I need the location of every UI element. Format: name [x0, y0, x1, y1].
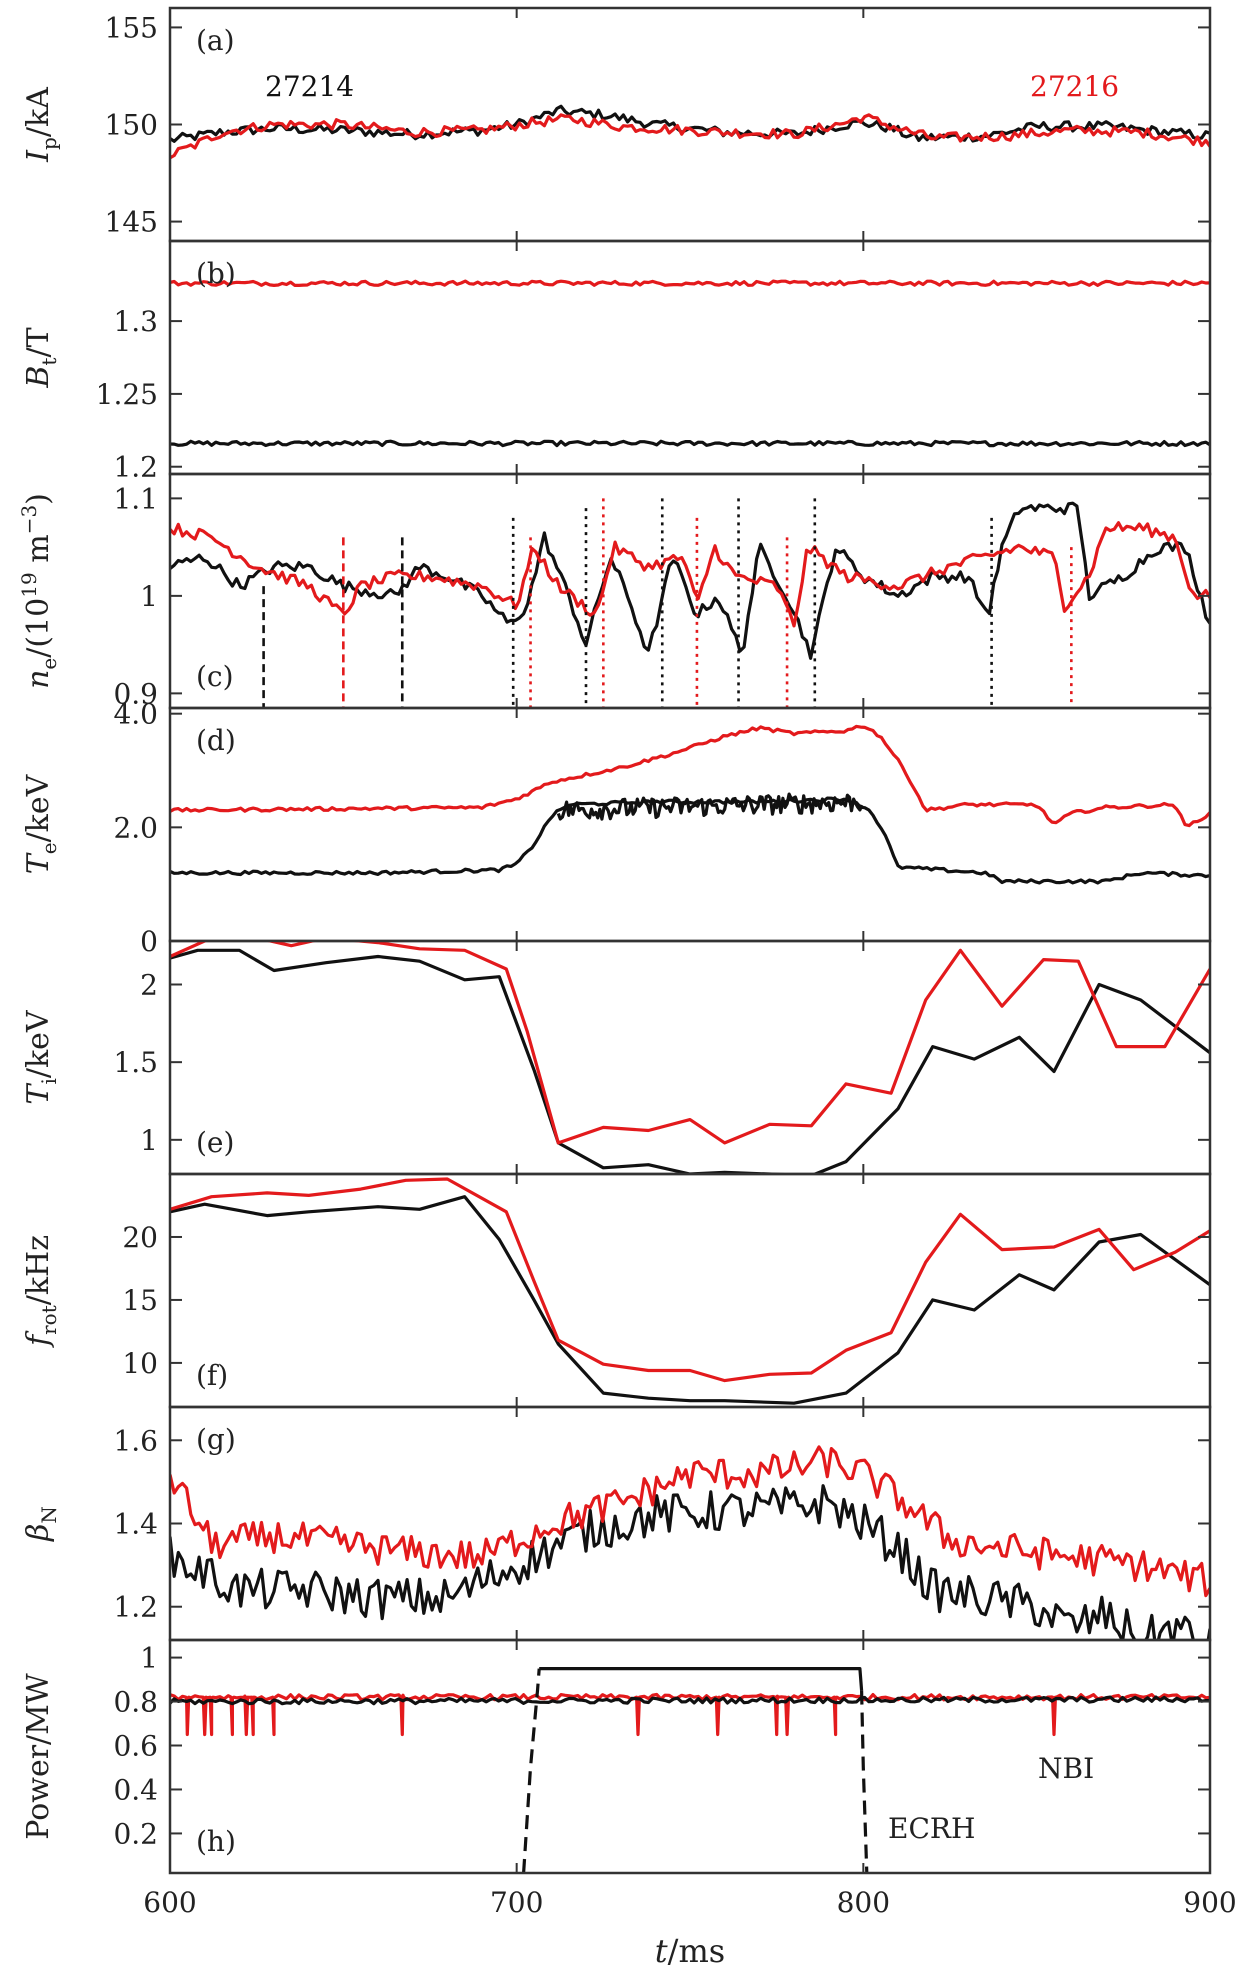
panel-tag-d: (d)	[196, 724, 236, 757]
ylabel-h: Power/MW	[21, 1673, 56, 1840]
series-d-red-2	[170, 724, 1210, 828]
ytick-label: 1	[140, 1124, 158, 1157]
label-ecrh: ECRH	[888, 1812, 975, 1845]
panel-tag-b: (b)	[196, 257, 236, 290]
series-h-black-1	[170, 1695, 1210, 1706]
series-d-black-0	[170, 796, 1210, 885]
series-b-red-1	[170, 279, 1210, 287]
xtick-label: 900	[1183, 1886, 1236, 1919]
label-nbi: NBI	[1038, 1752, 1094, 1785]
series-e-red-1	[170, 941, 1210, 1145]
ytick-label: 145	[105, 206, 158, 239]
ytick-label: 1.2	[113, 451, 158, 484]
panel-frame	[168, 939, 1212, 1176]
series-h-black-3	[539, 1667, 864, 1691]
ytick-label: 1.4	[113, 1508, 158, 1541]
ytick-label: 0.4	[113, 1773, 158, 1806]
ytick-label: 0.9	[113, 677, 158, 710]
panel-frame	[168, 1405, 1212, 1642]
ytick-label: 0	[140, 925, 158, 958]
panel-frame	[168, 706, 1212, 943]
series-h-black-4	[860, 1690, 869, 1873]
ytick-label: 15	[122, 1284, 158, 1317]
panel-g: 1.2 1.4 1.6 (g) βN	[21, 1405, 1212, 1642]
xlabel: t/ms	[655, 1932, 725, 1970]
series-c-red-1	[170, 521, 1210, 628]
panel-frame	[168, 239, 1212, 476]
series-g-black-0	[170, 1484, 1210, 1640]
panel-tag-h: (h)	[196, 1825, 236, 1858]
panel-e: 1 1.5 2 (e) Ti/keV	[21, 939, 1212, 1176]
series-g-red-1	[170, 1445, 1210, 1598]
ytick-label: 1.1	[113, 482, 158, 515]
panel-tag-f: (f)	[196, 1359, 228, 1392]
ylabel-d: Te/keV	[21, 773, 61, 874]
panel-tag-a: (a)	[196, 24, 235, 57]
xtick-label: 700	[490, 1886, 543, 1919]
series-h-red-0	[170, 1692, 1210, 1737]
panel-c: 0.9 1 1.1 (c) ne/(1019 m−3)	[17, 472, 1212, 710]
ytick-label: 10	[122, 1347, 158, 1380]
series-e-black-0	[170, 948, 1210, 1174]
ylabel-e: Ti/keV	[21, 1009, 61, 1104]
ytick-label: 1.25	[96, 378, 158, 411]
panel-f: 10 15 20 (f) frot/kHz	[21, 1172, 1212, 1409]
label-shot-27214: 27214	[265, 70, 354, 103]
ytick-label: 2.0	[113, 811, 158, 844]
ytick-label: 1.3	[113, 305, 158, 338]
series-h-black-2	[522, 1668, 541, 1873]
xtick-label: 600	[143, 1886, 196, 1919]
panel-d: 0 2.0 4.0 (d) Te/keV	[21, 698, 1212, 958]
series-f-black-0	[170, 1195, 1210, 1405]
panel-tag-g: (g)	[196, 1423, 236, 1456]
series-d-black-1	[556, 792, 864, 821]
ytick-label: 150	[105, 109, 158, 142]
ytick-label: 0.2	[113, 1817, 158, 1850]
ytick-label: 1.2	[113, 1591, 158, 1624]
panel-tag-c: (c)	[196, 660, 234, 693]
ytick-label: 0.8	[113, 1686, 158, 1719]
ytick-label: 155	[105, 11, 158, 44]
ylabel-b: Bt/T	[21, 327, 61, 388]
ytick-label: 4.0	[113, 698, 158, 731]
ytick-label: 1	[140, 580, 158, 613]
panel-tag-e: (e)	[196, 1126, 234, 1159]
series-f-red-1	[170, 1177, 1210, 1383]
ytick-label: 1.6	[113, 1424, 158, 1457]
series-a-red-1	[170, 113, 1210, 160]
ytick-label: 1	[140, 1642, 158, 1675]
panel-b: 1.2 1.25 1.3 (b) Bt/T	[21, 239, 1212, 484]
xtick-label: 800	[837, 1886, 890, 1919]
ylabel-c: ne/(1019 m−3)	[17, 493, 61, 689]
ylabel-f: frot/kHz	[21, 1235, 61, 1348]
ytick-label: 1.5	[113, 1046, 158, 1079]
panel-frame	[168, 1638, 1212, 1875]
label-shot-27216: 27216	[1030, 70, 1119, 103]
series-b-black-0	[170, 439, 1210, 448]
ytick-label: 20	[122, 1221, 158, 1254]
panel-a: 145 150 155 (a) Ip/kA	[21, 6, 1212, 243]
ytick-label: 0.6	[113, 1730, 158, 1763]
ylabel-a: Ip/kA	[21, 87, 61, 163]
panel-h: 0.2 0.4 0.6 0.8 1 (h) Power/MW	[21, 1638, 1212, 1875]
series-c-black-0	[170, 501, 1210, 660]
ylabel-g: βN	[21, 1506, 61, 1542]
ytick-label: 2	[140, 968, 158, 1001]
